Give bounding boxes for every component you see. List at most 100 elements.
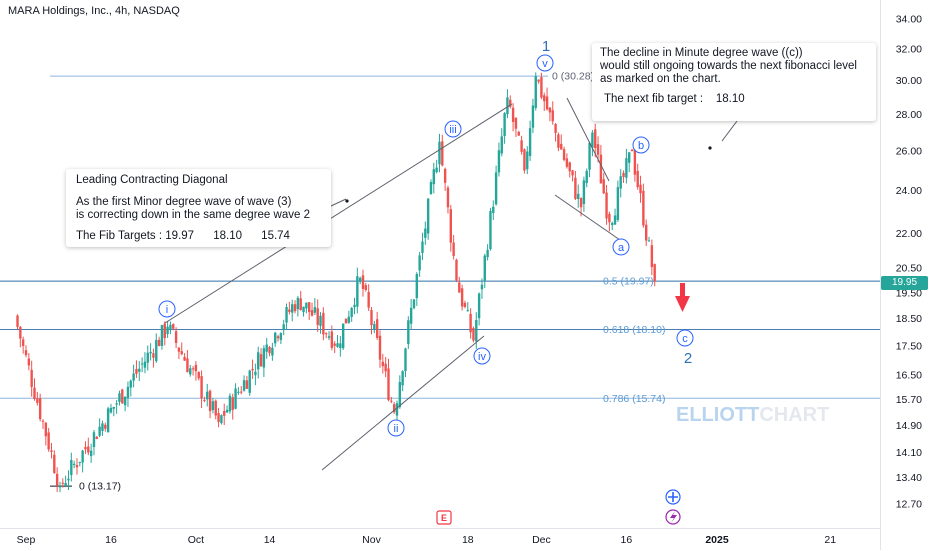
candle-body <box>557 134 560 148</box>
candle-body <box>435 167 438 173</box>
wave-label-circle <box>612 238 630 256</box>
decline-annotation[interactable]: The decline in Minute degree wave ((c)) … <box>592 43 876 121</box>
candle-body <box>446 187 450 208</box>
candle-body <box>387 368 390 401</box>
price-axis[interactable] <box>880 0 932 550</box>
candle-body <box>33 387 36 399</box>
candle-body <box>333 343 336 346</box>
trend-line <box>554 194 621 241</box>
time-axis[interactable] <box>0 528 880 551</box>
candle <box>276 334 280 342</box>
candle <box>183 353 186 361</box>
candle-body <box>500 136 503 154</box>
candle-body <box>121 389 124 404</box>
candle-body <box>347 316 351 323</box>
candle-body <box>418 255 421 271</box>
candle <box>401 370 404 392</box>
candle-body <box>64 482 67 486</box>
candle <box>523 148 526 174</box>
candle-body <box>208 390 212 412</box>
candle-body <box>531 105 535 128</box>
candle-body <box>225 409 229 413</box>
wave-label-circle <box>536 54 554 72</box>
candle-body <box>421 241 424 253</box>
candle-body <box>415 273 419 299</box>
candle-body <box>72 463 76 465</box>
candle <box>81 449 84 473</box>
candle-body <box>316 308 319 326</box>
candle-body <box>106 408 110 433</box>
annotation-line: would still ongoing towards the next fib… <box>600 60 857 72</box>
candle <box>160 324 164 350</box>
candle <box>262 345 266 378</box>
candle <box>296 295 300 317</box>
candle <box>36 391 39 406</box>
candle <box>237 387 240 395</box>
candle <box>140 357 144 373</box>
candle <box>70 452 73 482</box>
candle-body <box>245 380 249 389</box>
candle <box>98 418 101 438</box>
candle-body <box>214 400 217 416</box>
candle-body <box>628 152 631 163</box>
candle <box>486 244 489 261</box>
candle <box>364 282 368 292</box>
candle-body <box>104 424 107 429</box>
candle-body <box>237 391 240 393</box>
candle <box>356 267 359 314</box>
candle <box>577 184 580 208</box>
event-marker-plus <box>665 489 681 505</box>
candle <box>254 363 257 386</box>
candle <box>412 298 416 310</box>
candle <box>639 175 642 203</box>
symbol-title: MARA Holdings, Inc., 4h, NASDAQ <box>8 5 180 17</box>
wave-label-circle <box>158 300 176 318</box>
candle <box>50 442 53 459</box>
candle <box>526 146 529 175</box>
candle <box>429 179 433 195</box>
candle <box>509 95 512 109</box>
candle-body <box>324 333 328 335</box>
candle <box>132 364 135 388</box>
candle-body <box>543 95 546 102</box>
candle-body <box>486 249 489 258</box>
candle <box>404 347 407 378</box>
candle <box>214 399 217 420</box>
candle <box>166 320 169 338</box>
candle-body <box>89 450 93 456</box>
candle <box>305 302 308 314</box>
candle <box>421 232 424 261</box>
candle <box>537 79 540 84</box>
candle <box>220 414 223 425</box>
candle <box>560 134 563 150</box>
earnings-marker: E <box>436 510 452 525</box>
candle <box>339 336 342 357</box>
candle <box>458 276 461 293</box>
candle <box>426 197 430 240</box>
candle-body <box>259 354 263 367</box>
candle <box>38 393 42 422</box>
candle <box>231 393 234 420</box>
candle-body <box>622 172 625 178</box>
candle <box>531 98 535 134</box>
wave-label-circle <box>473 347 491 365</box>
candle-body <box>636 171 639 188</box>
candle <box>367 284 370 312</box>
candle <box>602 172 605 195</box>
candle-body <box>135 368 138 374</box>
candle-body <box>223 411 226 416</box>
candle <box>333 341 336 354</box>
candle-body <box>307 302 311 313</box>
candle-body <box>356 276 359 307</box>
candle-body <box>384 363 387 372</box>
candle-body <box>526 151 529 170</box>
candle <box>415 272 419 306</box>
candle <box>33 378 36 401</box>
candle-body <box>81 450 84 463</box>
candle <box>271 342 274 361</box>
diagonal-annotation[interactable]: Leading Contracting Diagonal As the firs… <box>66 169 331 247</box>
candle-body <box>443 168 447 183</box>
candle <box>157 336 161 347</box>
